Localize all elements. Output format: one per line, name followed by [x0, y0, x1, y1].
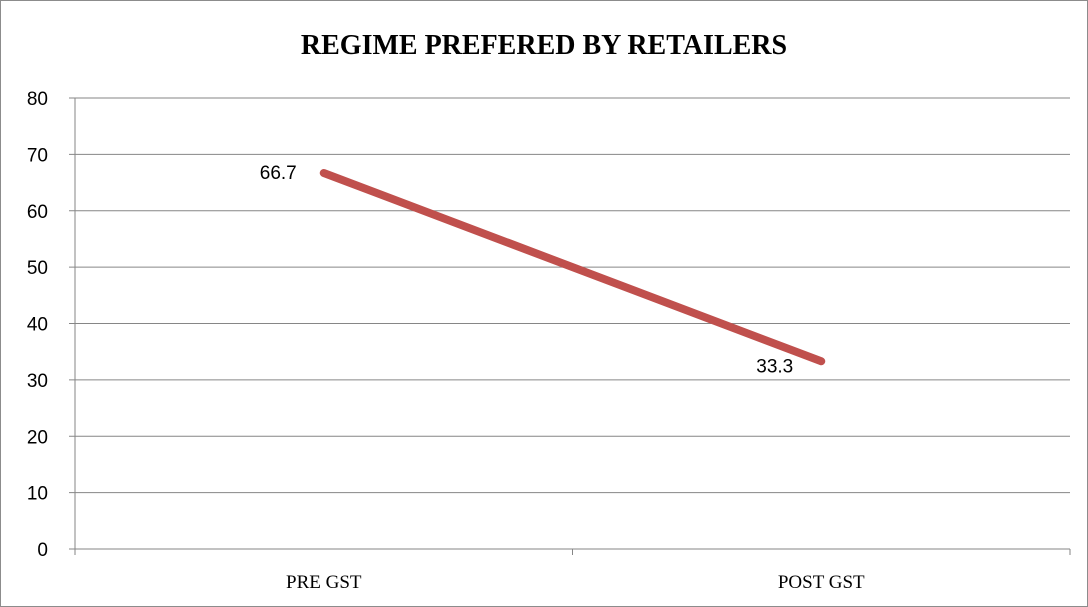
series-line: [319, 168, 826, 366]
y-tick-labels: 0 10 20 30 40 50 60 70 80: [27, 89, 48, 561]
y-tick-label: 0: [37, 540, 48, 561]
y-tick-label: 20: [27, 427, 48, 448]
y-tick-label: 50: [27, 258, 48, 279]
y-tick-label: 80: [27, 89, 48, 110]
series-lines: [319, 168, 826, 366]
y-tick-label: 70: [27, 145, 48, 166]
y-tick-label: 10: [27, 484, 48, 505]
data-labels: 66.7 33.3: [260, 163, 793, 377]
data-label: 66.7: [260, 163, 297, 184]
chart-title: REGIME PREFERED BY RETAILERS: [300, 30, 788, 61]
y-tick-label: 40: [27, 315, 48, 336]
axes: [69, 97, 1071, 555]
x-category-label: PRE GST: [286, 572, 362, 593]
gridlines: [75, 97, 1070, 494]
x-category-label: POST GST: [778, 572, 865, 593]
data-label: 33.3: [756, 356, 793, 377]
y-tick-label: 30: [27, 371, 48, 392]
x-category-labels: PRE GST POST GST: [286, 572, 865, 593]
y-tick-label: 60: [27, 202, 48, 223]
